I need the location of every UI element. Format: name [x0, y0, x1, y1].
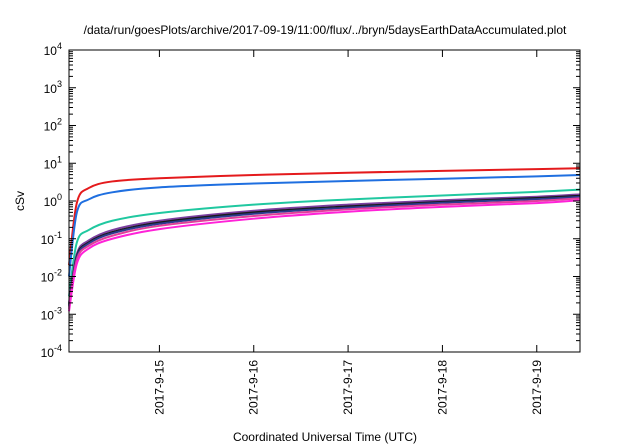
y-tick-exponent: 1 [57, 154, 62, 164]
y-tick-label: 100 [44, 192, 62, 209]
axes: 10-410-310-210-11001011021031042017-9-15… [41, 41, 580, 415]
x-axis-label: Coordinated Universal Time (UTC) [233, 430, 417, 444]
series-lines [68, 167, 581, 312]
y-tick-exponent: -1 [54, 230, 62, 240]
series-line-1 [68, 167, 581, 266]
x-tick-label: 2017-9-18 [435, 360, 449, 415]
y-tick-exponent: 4 [57, 41, 62, 51]
y-tick-exponent: -4 [54, 343, 62, 353]
y-tick-exponent: -3 [54, 305, 62, 315]
y-tick-label: 10-4 [41, 343, 62, 360]
y-tick-label: 102 [44, 117, 62, 134]
series-line-5 [68, 194, 581, 305]
x-tick-label: 2017-9-19 [530, 360, 544, 415]
y-tick-label: 104 [44, 41, 62, 58]
y-tick-exponent: 2 [57, 117, 62, 127]
series-line-2 [68, 173, 581, 277]
x-tick-label: 2017-9-17 [341, 360, 355, 415]
y-tick-label: 10-1 [41, 230, 62, 247]
y-tick-label: 101 [44, 154, 62, 171]
y-tick-exponent: 3 [57, 79, 62, 89]
series-line-7 [68, 197, 581, 309]
series-line-3 [68, 188, 581, 297]
series-line-8 [68, 199, 581, 312]
chart-title: /data/run/goesPlots/archive/2017-09-19/1… [84, 23, 567, 37]
series-line-4 [68, 193, 581, 304]
y-tick-label: 10-3 [41, 305, 62, 322]
y-tick-exponent: 0 [57, 192, 62, 202]
series-line-6 [68, 195, 581, 307]
plot-frame [68, 49, 581, 353]
x-tick-label: 2017-9-16 [247, 360, 261, 415]
y-axis-label: cSv [13, 191, 27, 211]
y-tick-label: 10-2 [41, 268, 62, 285]
y-tick-exponent: -2 [54, 268, 62, 278]
y-tick-label: 103 [44, 79, 62, 96]
x-tick-label: 2017-9-15 [152, 360, 166, 415]
